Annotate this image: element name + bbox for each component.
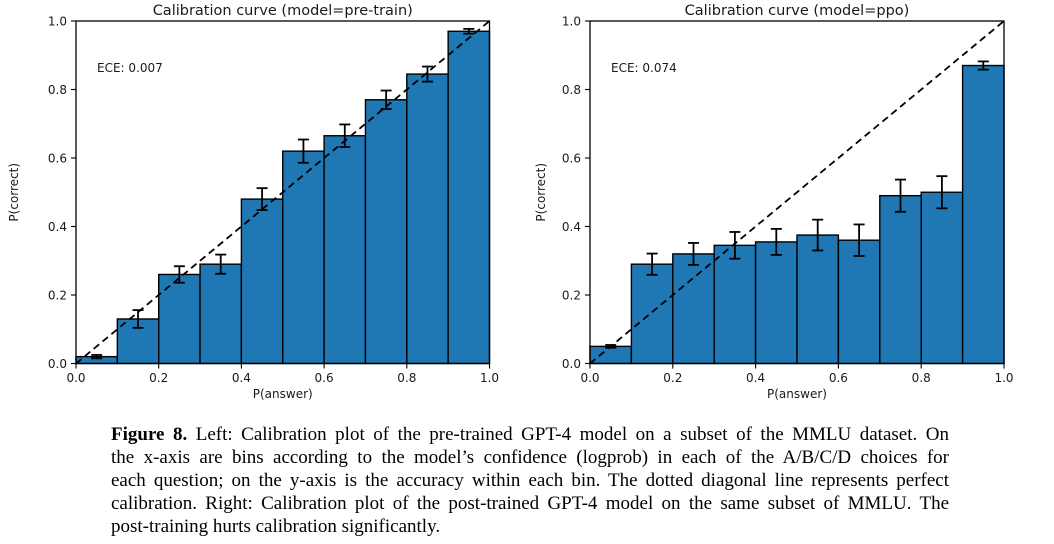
y-tick-label: 0.6 <box>48 152 67 166</box>
caption-line-4: calibration. Right: Calibration plot of … <box>111 493 949 514</box>
x-tick-label: 0.0 <box>66 371 85 385</box>
histogram-bar <box>447 30 491 365</box>
histogram-bar <box>589 345 633 365</box>
y-tick-label: 0.2 <box>562 289 581 303</box>
x-tick-label: 0.6 <box>315 371 334 385</box>
caption-line-1: Figure 8. Left: Calibration plot of the … <box>111 423 949 446</box>
y-tick-label: 0.6 <box>562 152 581 166</box>
x-tick-label: 0.6 <box>829 371 848 385</box>
histogram-bar <box>754 241 798 365</box>
histogram-bar <box>961 64 1005 365</box>
perfect-calibration-line <box>75 20 491 365</box>
y-tick-label: 0.0 <box>562 357 581 371</box>
x-tick-label: 0.0 <box>580 371 599 385</box>
caption-figure-label: Figure 8. <box>111 424 188 445</box>
calibration-chart-ppo: 0.0 0.2 0.4 0.6 0.8 1.0 0.0 0.2 0.4 0.6 0.8 1.0 Cali… <box>534 3 1014 401</box>
x-tick-label: 1.0 <box>480 371 499 385</box>
histogram-bar <box>240 198 284 365</box>
y-tick-label: 1.0 <box>48 15 67 29</box>
ece-annotation: ECE: 0.074 <box>611 61 677 75</box>
ece-annotation: ECE: 0.007 <box>97 61 163 75</box>
caption-line-5: post-training hurts calibration signific… <box>111 516 441 537</box>
histogram-bar <box>630 263 674 365</box>
y-tick-label: 0.8 <box>48 83 67 97</box>
histogram-bar <box>920 191 964 365</box>
histogram-bar <box>364 99 408 365</box>
calibration-chart-pretrain: 0.0 0.2 0.4 0.6 0.8 1.0 0.0 0.2 0.4 0.6 0.8 1.0 Cali… <box>7 3 499 401</box>
perfect-calibration-line <box>589 20 1005 365</box>
x-tick-label: 0.8 <box>397 371 416 385</box>
y-tick-label: 0.2 <box>48 289 67 303</box>
caption-line-2: the x-axis are bins according to the mod… <box>111 447 949 468</box>
histogram-bar <box>796 234 840 365</box>
x-axis-label: P(answer) <box>767 387 827 401</box>
x-tick-label: 0.2 <box>149 371 168 385</box>
x-tick-label: 0.8 <box>912 371 931 385</box>
histogram-bar <box>879 194 922 365</box>
histogram-bar <box>406 73 449 365</box>
plot-border <box>589 20 1005 365</box>
y-tick-label: 0.8 <box>562 83 581 97</box>
x-tick-label: 0.4 <box>746 371 765 385</box>
y-tick-label: 0.4 <box>562 220 581 234</box>
chart-title: Calibration curve (model=pre-train) <box>153 3 413 19</box>
x-axis-label: P(answer) <box>253 387 313 401</box>
x-tick-label: 0.4 <box>232 371 251 385</box>
y-axis-label: P(correct) <box>534 163 548 222</box>
caption-line-3: each question; on the y-axis is the accu… <box>111 470 949 491</box>
y-tick-label: 0.4 <box>48 220 67 234</box>
x-tick-label: 1.0 <box>994 371 1013 385</box>
histogram-bar <box>282 150 325 365</box>
histogram-bar <box>323 135 367 365</box>
histogram-bar <box>713 244 757 365</box>
caption-text: Left: Calibration plot of the pre-traine… <box>187 424 949 445</box>
charts-row: 0.0 0.2 0.4 0.6 0.8 1.0 0.0 0.2 0.4 0.6 0.8 1.0 Cali… <box>7 3 1014 401</box>
y-tick-label: 1.0 <box>562 15 581 29</box>
chart-title: Calibration curve (model=ppo) <box>685 3 910 19</box>
y-tick-label: 0.0 <box>48 357 67 371</box>
figure-caption: Figure 8. Left: Calibration plot of the … <box>111 423 949 538</box>
histogram-bar <box>199 263 243 365</box>
histogram-bar <box>672 253 715 365</box>
histogram-bar <box>837 239 881 365</box>
plot-border <box>75 20 491 365</box>
histogram-bar <box>157 273 201 365</box>
x-tick-label: 0.2 <box>663 371 682 385</box>
y-axis-label: P(correct) <box>7 163 21 222</box>
